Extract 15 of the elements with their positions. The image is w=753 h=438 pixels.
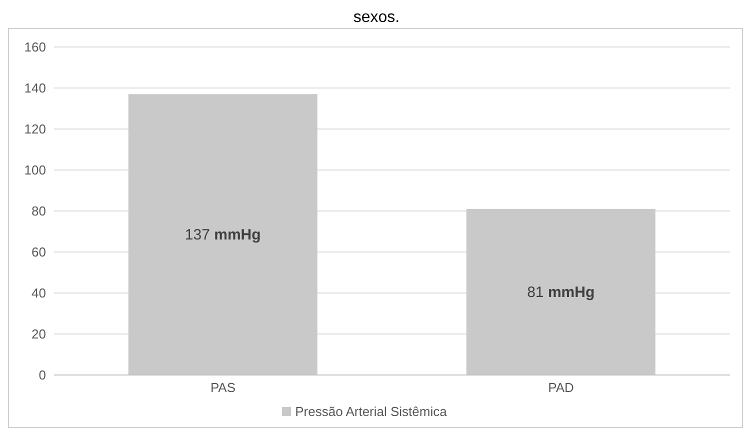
text: 137 mmHg xyxy=(184,226,261,244)
y-tick-label: 80 xyxy=(32,204,46,219)
y-tick-label: 140 xyxy=(24,80,46,96)
y-tick-label: 0 xyxy=(38,368,46,383)
y-tick-label: 60 xyxy=(32,244,46,260)
legend-label: Pressão Arterial Sistêmica xyxy=(295,404,447,419)
y-tick-label: 40 xyxy=(32,286,46,301)
y-tick-label: 160 xyxy=(24,40,46,55)
chart-title: sexos. xyxy=(352,8,401,28)
y-tick-label: 120 xyxy=(24,122,46,137)
x-tick-label: PAS xyxy=(210,380,236,396)
x-tick-label: PAD xyxy=(548,380,574,396)
y-tick-label: 20 xyxy=(32,326,46,342)
text: 81 mmHg xyxy=(527,283,595,300)
y-tick-label: 100 xyxy=(24,162,46,178)
